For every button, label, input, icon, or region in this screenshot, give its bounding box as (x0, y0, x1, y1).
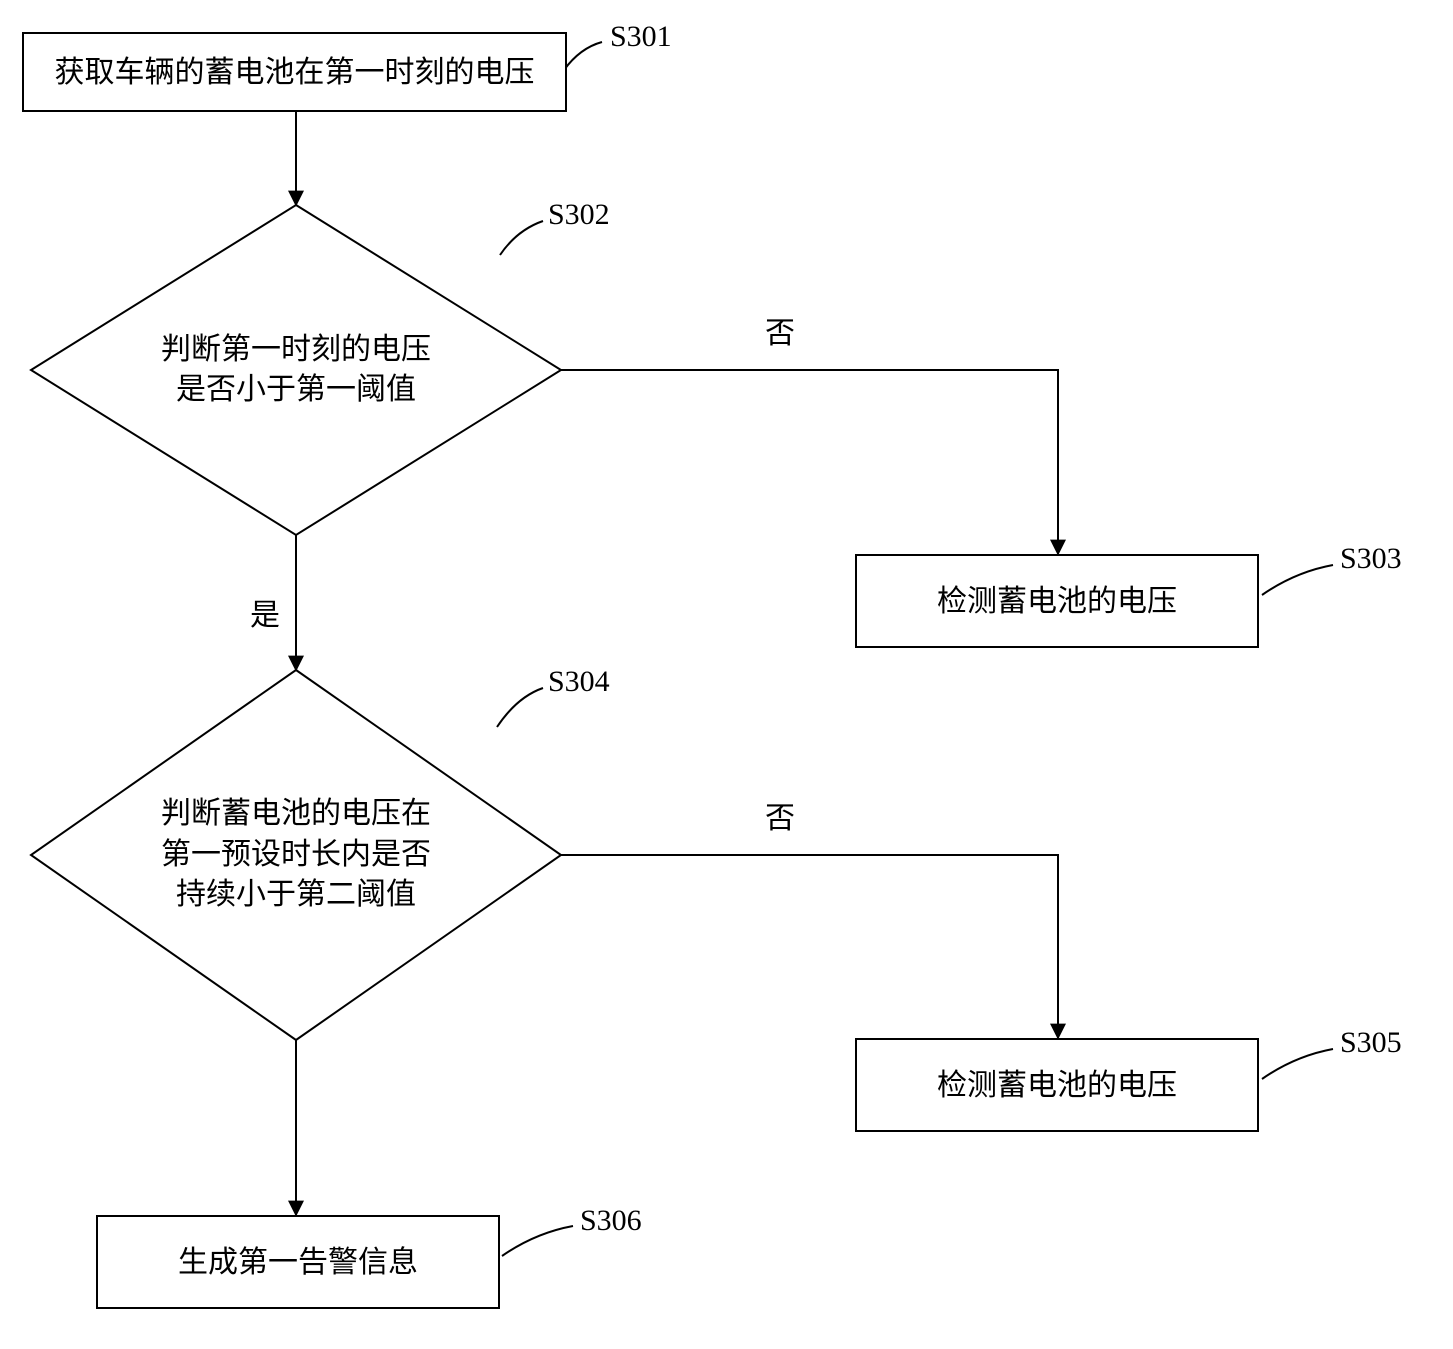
edge-s304-s305 (561, 855, 1058, 1038)
label-s305: S305 (1340, 1026, 1402, 1060)
node-s305: 检测蓄电池的电压 (855, 1038, 1259, 1132)
edge-label-s302-yes: 是 (250, 590, 280, 634)
node-s301-text: 获取车辆的蓄电池在第一时刻的电压 (55, 53, 535, 92)
node-s302-diamond (31, 205, 561, 535)
label-s301: S301 (610, 20, 672, 54)
edge-label-s304-no: 否 (765, 793, 795, 837)
node-s306-text: 生成第一告警信息 (178, 1243, 418, 1282)
label-s302: S302 (548, 198, 610, 232)
node-s304-text: 判断蓄电池的电压在 第一预设时长内是否 持续小于第二阈值 (161, 794, 431, 916)
edge-s302-s303 (561, 370, 1058, 554)
node-s303: 检测蓄电池的电压 (855, 554, 1259, 648)
node-s301: 获取车辆的蓄电池在第一时刻的电压 (22, 32, 567, 112)
node-s303-text: 检测蓄电池的电压 (937, 582, 1177, 621)
label-s306: S306 (580, 1204, 642, 1238)
node-s302-text: 判断第一时刻的电压 是否小于第一阈值 (161, 330, 431, 411)
flowchart-svg (0, 0, 1453, 1349)
node-s304-text-wrap: 判断蓄电池的电压在 第一预设时长内是否 持续小于第二阈值 (105, 790, 487, 920)
node-s305-text: 检测蓄电池的电压 (937, 1066, 1177, 1105)
node-s302-text-wrap: 判断第一时刻的电压 是否小于第一阈值 (105, 320, 487, 420)
leader-s306 (502, 1226, 573, 1256)
leader-s304 (497, 688, 543, 727)
label-s304: S304 (548, 665, 610, 699)
node-s306: 生成第一告警信息 (96, 1215, 500, 1309)
leader-s302 (500, 221, 543, 255)
flowchart-canvas: 获取车辆的蓄电池在第一时刻的电压 S301 判断第一时刻的电压 是否小于第一阈值… (0, 0, 1453, 1349)
edge-label-s302-no: 否 (765, 308, 795, 352)
label-s303: S303 (1340, 542, 1402, 576)
leader-s303 (1262, 565, 1333, 595)
leader-s301 (564, 42, 602, 70)
leader-s305 (1262, 1049, 1333, 1079)
node-s304-diamond (31, 670, 561, 1040)
